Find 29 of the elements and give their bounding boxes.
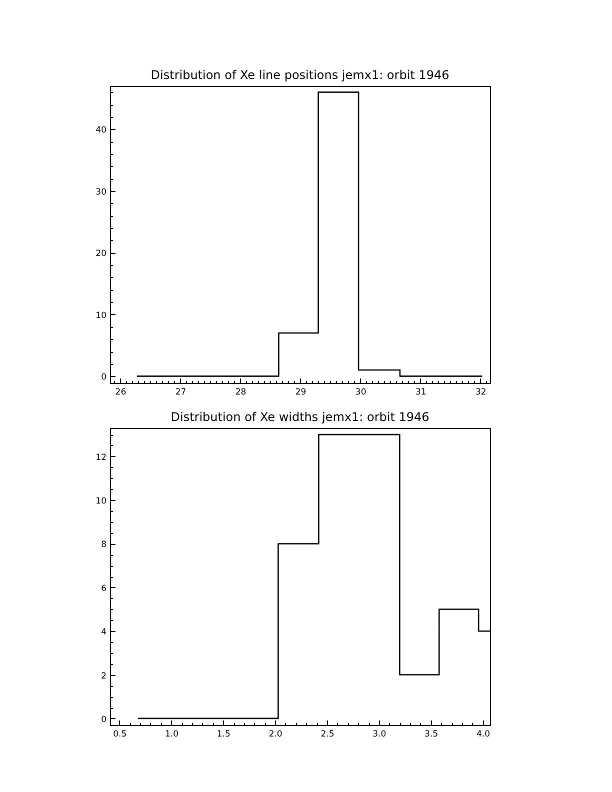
x-tick-label: 3.0	[372, 730, 386, 740]
y-tick-label: 20	[96, 249, 106, 260]
x-tick-label: 30	[355, 388, 366, 398]
x-tick-label: 27	[175, 388, 186, 398]
x-tick-label: 3.5	[424, 730, 438, 740]
y-tick-label: 6	[101, 584, 106, 594]
y-tick-label: 0	[101, 714, 106, 725]
y-tick-label: 4	[101, 628, 106, 638]
x-tick-label: 29	[295, 388, 306, 398]
x-tick-label: 31	[415, 388, 426, 398]
x-tick-label: 1.0	[164, 730, 179, 740]
x-tick-label: 1.5	[216, 730, 230, 740]
y-tick-label: 30	[96, 187, 106, 198]
y-tick-label: 40	[96, 126, 106, 136]
y-tick-label: 8	[101, 540, 106, 550]
x-tick-label: 4.0	[476, 730, 490, 740]
x-tick-label: 26	[115, 388, 126, 398]
x-tick-label: 2.0	[268, 730, 282, 740]
y-tick-label: 12	[96, 452, 106, 463]
y-tick-label: 10	[96, 310, 106, 321]
x-tick-label: 28	[235, 388, 246, 398]
y-tick-label: 2	[101, 671, 106, 682]
x-tick-label: 2.5	[320, 730, 334, 740]
chart-title: Distribution of Xe line positions jemx1: orbit 1946	[150, 68, 450, 82]
y-tick-label: 0	[101, 372, 106, 383]
y-tick-label: 10	[96, 496, 106, 507]
x-tick-label: 0.5	[113, 730, 127, 740]
chart-title: Distribution of Xe widths jemx1: orbit 1946	[170, 410, 430, 424]
x-tick-label: 32	[475, 388, 486, 398]
